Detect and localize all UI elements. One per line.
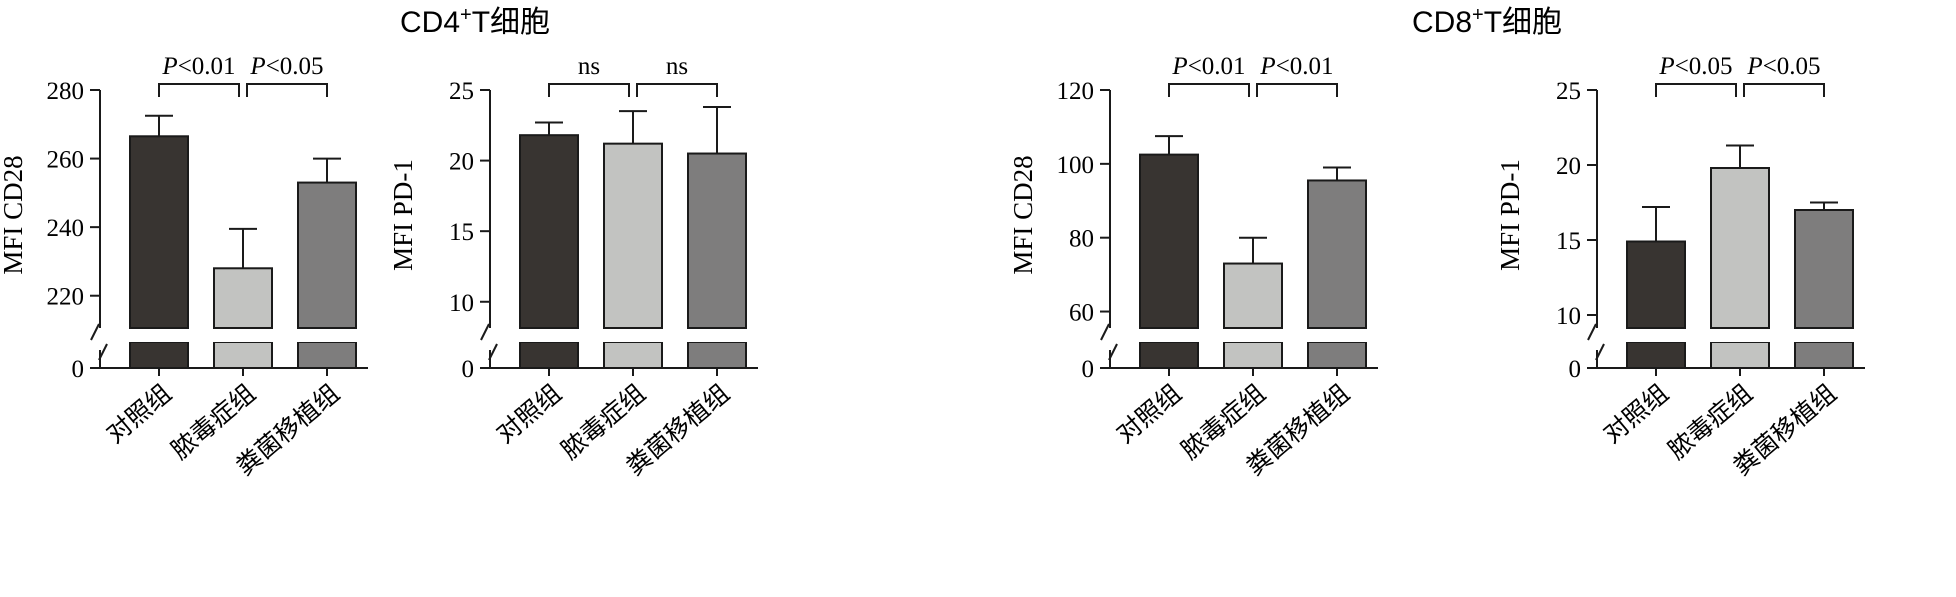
significance-bracket [1256,83,1338,97]
bar-base-2 [1710,341,1770,369]
y-tick-label: 10 [1556,303,1581,330]
bar-2 [213,267,273,329]
y-tick-label: 260 [47,147,85,174]
bar-2 [1710,167,1770,329]
significance-bracket [246,83,328,97]
y-tick-label: 280 [47,78,85,105]
bar-1 [1626,240,1686,329]
y-tick-label: 25 [1556,78,1581,105]
y-tick-label: 15 [1556,228,1581,255]
group-title-cd4: CD4+T细胞 [400,4,550,39]
bar-2 [603,142,663,329]
bar-base-2 [213,341,273,369]
y-tick-label: 240 [47,215,85,242]
significance-label: P<0.05 [1746,53,1820,80]
bar-base-3 [297,341,357,369]
y-tick-label: 60 [1069,300,1094,327]
y-axis-label: MFI PD-1 [1495,159,1525,271]
axis-break-mark [90,323,100,341]
bar-1 [129,135,189,329]
category-label-1: 对照组 [491,378,567,448]
axis-break-gap [128,329,190,342]
bar-3 [1794,209,1854,329]
category-label-1: 对照组 [1111,378,1187,448]
axis-break-mark [480,323,490,341]
bar-base-1 [1139,341,1199,369]
group-title-cd8: CD8+T细胞 [1412,4,1562,39]
bar-base-3 [1307,341,1367,369]
y-tick-label-zero: 0 [1082,356,1095,383]
y-axis-label: MFI PD-1 [388,159,418,271]
bar-3 [297,181,357,329]
axis-break-gap [602,329,664,342]
bar-base-3 [1794,341,1854,369]
y-tick-label: 20 [449,149,474,176]
axis-break-mark [1595,343,1605,361]
axis-break-gap [1222,329,1284,342]
bar-base-1 [1626,341,1686,369]
bar-base-1 [519,341,579,369]
bar-3 [687,152,747,329]
y-tick-label: 20 [1556,153,1581,180]
significance-bracket [158,83,240,97]
category-label-1: 对照组 [101,378,177,448]
significance-bracket [636,83,718,97]
axis-break-gap [1625,329,1687,342]
significance-bracket [1743,83,1825,97]
y-tick-label: 100 [1057,152,1095,179]
bar-base-1 [129,341,189,369]
axis-break-gap [1709,329,1771,342]
y-axis-label: MFI CD28 [1008,155,1038,274]
category-label-1: 对照组 [1598,378,1674,448]
significance-bracket [1168,83,1250,97]
y-tick-label: 15 [449,219,474,246]
significance-bracket [548,83,630,97]
bar-base-2 [1223,341,1283,369]
axis-break-mark [98,343,108,361]
y-tick-label: 80 [1069,226,1094,253]
significance-label: P<0.01 [161,53,235,80]
bar-3 [1307,179,1367,329]
y-tick-label-zero: 0 [72,356,85,383]
bar-base-2 [603,341,663,369]
y-tick-label-zero: 0 [1569,356,1582,383]
significance-label: P<0.01 [1171,53,1245,80]
significance-bracket [1655,83,1737,97]
bar-base-3 [687,341,747,369]
axis-break-gap [296,329,358,342]
significance-label: P<0.05 [249,53,323,80]
significance-label: P<0.01 [1259,53,1333,80]
y-tick-label: 25 [449,78,474,105]
significance-label: ns [666,53,688,80]
bar-1 [1139,153,1199,329]
axis-break-mark [488,343,498,361]
axis-break-mark [1100,323,1110,341]
axis-break-gap [1306,329,1368,342]
bar-2 [1223,262,1283,329]
axis-break-gap [1138,329,1200,342]
significance-label: ns [578,53,600,80]
axis-break-mark [1108,343,1118,361]
bar-1 [519,134,579,329]
y-tick-label: 120 [1057,78,1095,105]
y-tick-label: 10 [449,290,474,317]
axis-break-gap [1793,329,1855,342]
y-tick-label: 220 [47,284,85,311]
axis-break-gap [518,329,580,342]
axis-break-mark [1587,323,1597,341]
axis-break-gap [686,329,748,342]
y-tick-label-zero: 0 [462,356,475,383]
y-axis-label: MFI CD28 [0,155,28,274]
axis-break-gap [212,329,274,342]
significance-label: P<0.05 [1658,53,1732,80]
